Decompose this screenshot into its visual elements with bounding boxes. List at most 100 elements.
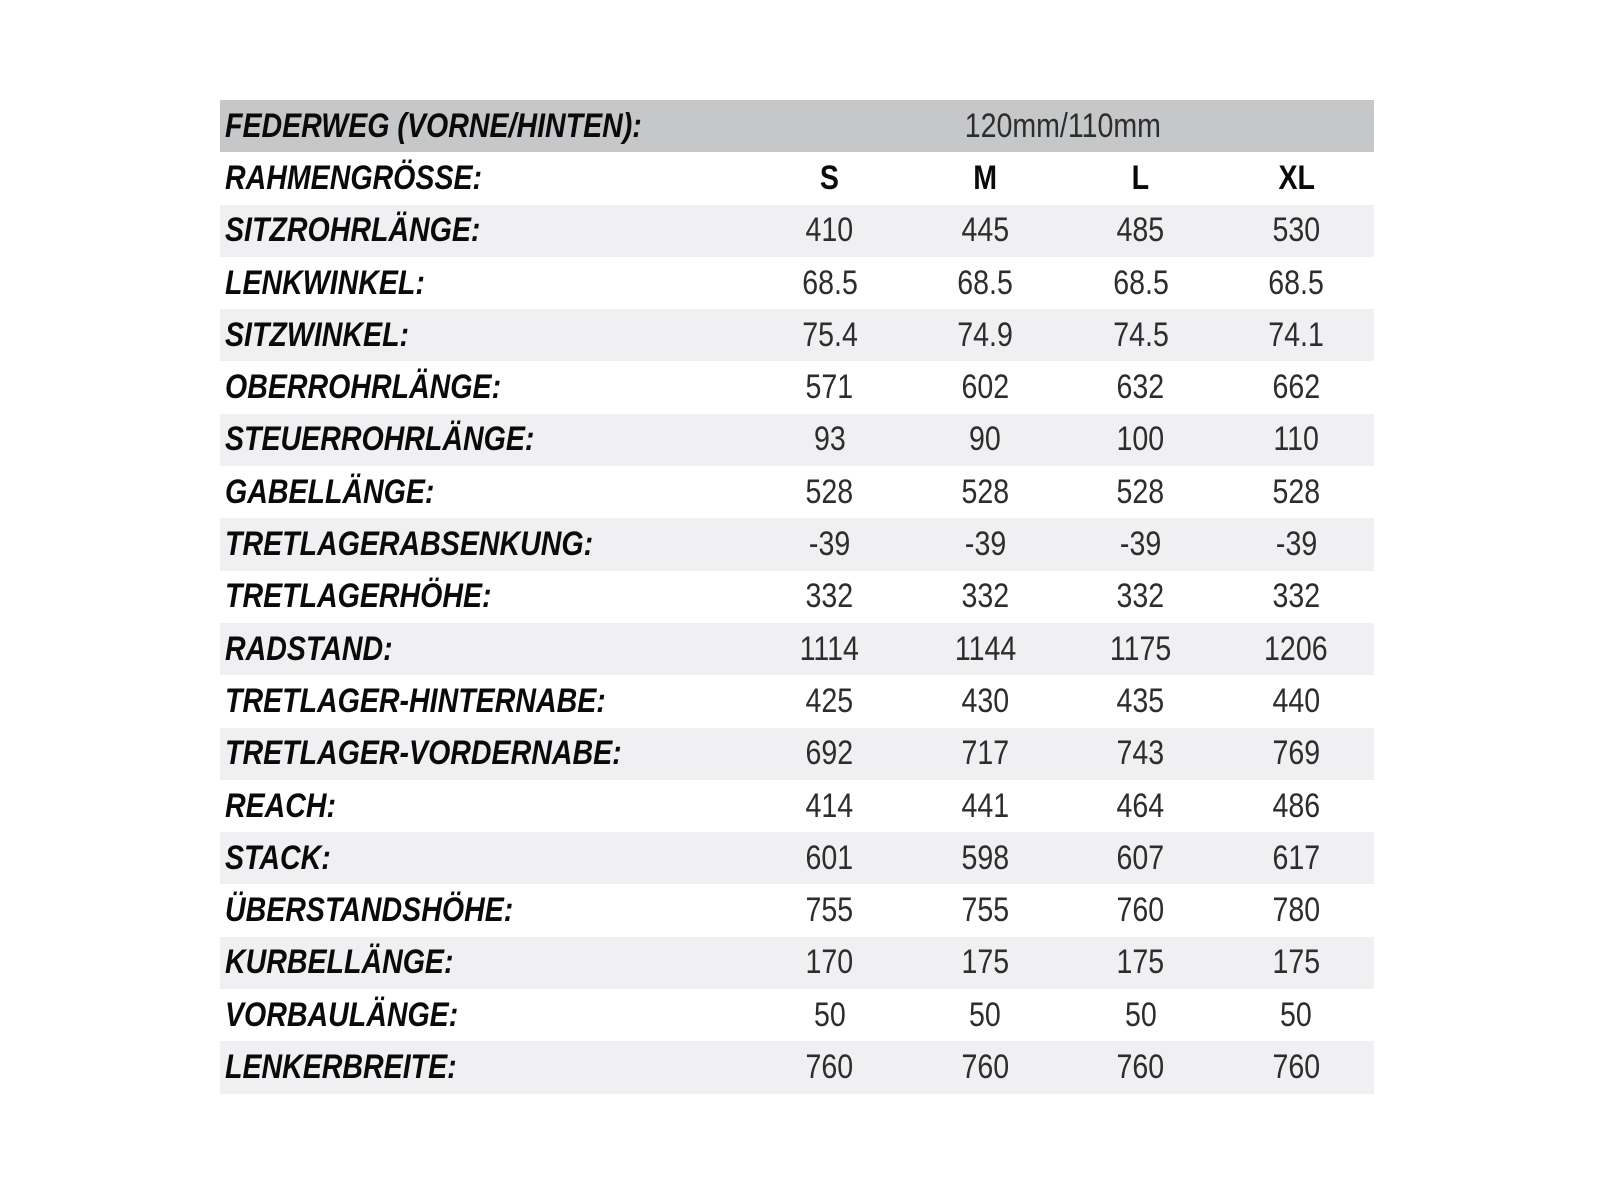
spec-value-l: -39: [1120, 525, 1162, 564]
spec-row: STACK: 601 598 607 617: [220, 832, 1374, 885]
spec-value-cell-s: 414: [752, 780, 908, 832]
spec-value-cell-m: 445: [908, 205, 1064, 257]
suspension-travel-value: 120mm/110mm: [964, 106, 1162, 145]
spec-row: GABELLÄNGE: 528 528 528 528: [220, 466, 1374, 519]
spec-value-xl: -39: [1275, 525, 1317, 564]
spec-value-cell-s: 571: [752, 361, 908, 413]
spec-row-label: GABELLÄNGE:: [225, 472, 435, 511]
spec-value-cell-xl: -39: [1219, 518, 1375, 570]
spec-value-s: 601: [805, 838, 854, 877]
spec-value-cell-m: 430: [908, 675, 1064, 727]
spec-value-xl: 332: [1272, 577, 1321, 616]
spec-value-cell-m: 332: [908, 571, 1064, 623]
spec-value-xl: 68.5: [1268, 263, 1325, 302]
spec-value-l: 632: [1116, 368, 1165, 407]
spec-value-xl: 486: [1272, 786, 1321, 825]
spec-row-label-cell: GABELLÄNGE:: [220, 466, 752, 518]
spec-row-label: VORBAULÄNGE:: [225, 995, 459, 1034]
spec-value-cell-s: 425: [752, 675, 908, 727]
spec-value-l: 760: [1116, 891, 1165, 930]
spec-value-m: 441: [961, 786, 1010, 825]
spec-value-l: 50: [1124, 995, 1157, 1034]
spec-value-xl: 528: [1272, 472, 1321, 511]
spec-value-cell-m: 50: [908, 989, 1064, 1041]
spec-value-m: 175: [961, 943, 1010, 982]
frame-size-row: RAHMENGRÖSSE: S M L XL: [220, 152, 1374, 205]
spec-value-cell-s: 170: [752, 937, 908, 989]
spec-row-label: TRETLAGER-HINTERNABE:: [225, 681, 606, 720]
spec-row: RADSTAND: 1114 1144 1175 1206: [220, 622, 1375, 676]
spec-value-cell-m: 755: [908, 884, 1064, 936]
spec-value-xl: 110: [1273, 420, 1320, 459]
spec-value-m: -39: [964, 525, 1006, 564]
spec-row: REACH: 414 441 464 486: [220, 779, 1374, 833]
frame-size-label: RAHMENGRÖSSE:: [225, 158, 483, 197]
spec-value-cell-xl: 440: [1219, 675, 1375, 727]
spec-value-xl: 440: [1272, 681, 1321, 720]
spec-row-label-cell: STEUERROHRLÄNGE:: [220, 414, 752, 466]
spec-row-label: KURBELLÄNGE:: [225, 943, 454, 982]
spec-value-xl: 50: [1280, 995, 1313, 1034]
spec-value-s: 50: [813, 995, 846, 1034]
spec-row: ÜBERSTANDSHÖHE: 755 755 760 780: [220, 884, 1375, 937]
spec-value-m: 74.9: [957, 315, 1014, 354]
spec-row-label: TRETLAGER-VORDERNABE:: [225, 734, 622, 773]
spec-value-cell-xl: 760: [1219, 1041, 1375, 1093]
spec-value-xl: 662: [1272, 368, 1321, 407]
spec-row-label: SITZWINKEL:: [225, 315, 410, 354]
spec-row: SITZWINKEL: 75.4 74.9 74.5 74.1: [220, 309, 1374, 362]
spec-value-cell-s: -39: [752, 518, 908, 570]
spec-value-cell-xl: 780: [1219, 884, 1375, 936]
spec-value-m: 528: [961, 472, 1010, 511]
spec-value-l: 743: [1116, 734, 1165, 773]
spec-value-xl: 74.1: [1268, 315, 1325, 354]
suspension-travel-value-cell: 120mm/110mm: [752, 100, 1374, 152]
spec-value-m: 332: [961, 577, 1010, 616]
spec-value-cell-s: 755: [752, 884, 908, 936]
spec-value-xl: 530: [1272, 211, 1321, 250]
spec-value-s: 332: [805, 577, 854, 616]
spec-value-cell-m: 441: [908, 780, 1064, 832]
spec-value-l: 68.5: [1112, 263, 1169, 302]
spec-row-label-cell: ÜBERSTANDSHÖHE:: [220, 884, 752, 936]
spec-row: STEUERROHRLÄNGE: 93 90 100 110: [220, 413, 1374, 467]
spec-value-l: 435: [1116, 681, 1165, 720]
spec-row-label-cell: LENKWINKEL:: [220, 257, 752, 309]
spec-value-l: 100: [1116, 420, 1165, 459]
spec-value-l: 1175: [1110, 629, 1172, 668]
geometry-spec-table: FEDERWEG (VORNE/HINTEN): 120mm/110mm RAH…: [220, 100, 1374, 1094]
spec-value-cell-l: 50: [1063, 989, 1219, 1041]
spec-row-label-cell: TRETLAGER-VORDERNABE:: [220, 728, 752, 780]
spec-value-s: 755: [805, 891, 854, 930]
spec-value-m: 755: [961, 891, 1010, 930]
spec-value-cell-s: 692: [752, 728, 908, 780]
spec-row-label-cell: TRETLAGERHÖHE:: [220, 571, 752, 623]
spec-value-s: 571: [805, 368, 854, 407]
suspension-travel-row: FEDERWEG (VORNE/HINTEN): 120mm/110mm: [220, 100, 1374, 153]
spec-value-cell-xl: 332: [1219, 571, 1375, 623]
spec-value-s: 528: [805, 472, 854, 511]
spec-value-xl: 760: [1272, 1047, 1321, 1086]
spec-value-l: 175: [1116, 943, 1165, 982]
spec-row-label: STACK:: [225, 838, 331, 877]
spec-value-cell-xl: 1206: [1219, 623, 1375, 675]
spec-row-label: STEUERROHRLÄNGE:: [225, 420, 535, 459]
spec-value-cell-l: 760: [1063, 884, 1219, 936]
spec-value-m: 1144: [954, 629, 1016, 668]
spec-value-l: 332: [1116, 577, 1165, 616]
frame-size-label-cell: RAHMENGRÖSSE:: [220, 152, 752, 204]
spec-value-s: 414: [805, 786, 854, 825]
spec-value-xl: 769: [1272, 734, 1321, 773]
spec-value-cell-s: 50: [752, 989, 908, 1041]
spec-value-s: 410: [805, 211, 854, 250]
spec-row-label-cell: SITZWINKEL:: [220, 309, 752, 361]
spec-value-xl: 1206: [1264, 629, 1329, 668]
spec-value-m: 445: [961, 211, 1010, 250]
spec-value-cell-xl: 68.5: [1219, 257, 1375, 309]
spec-value-cell-m: 175: [908, 937, 1064, 989]
spec-value-m: 68.5: [957, 263, 1014, 302]
size-column-header-l: L: [1132, 158, 1150, 197]
spec-row-label: OBERROHRLÄNGE:: [225, 368, 502, 407]
spec-value-cell-l: 74.5: [1063, 309, 1219, 361]
spec-value-m: 717: [961, 734, 1010, 773]
